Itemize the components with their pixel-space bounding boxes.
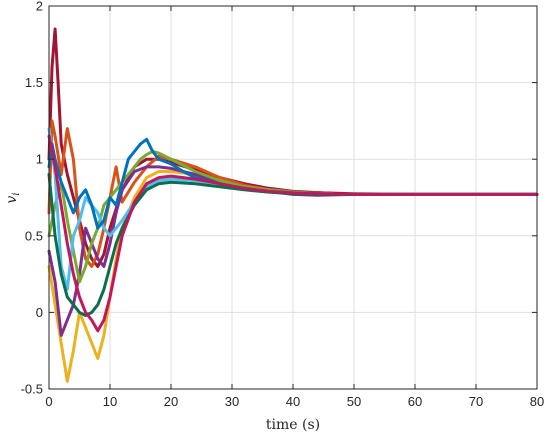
y-axis-label-sub: i bbox=[11, 192, 22, 195]
x-tick-label: 70 bbox=[469, 394, 483, 409]
y-tick-label: 0.5 bbox=[25, 228, 43, 243]
x-tick-label: 80 bbox=[530, 394, 544, 409]
x-tick-label: 40 bbox=[286, 394, 300, 409]
x-tick-label: 10 bbox=[103, 394, 117, 409]
x-tick-label: 30 bbox=[225, 394, 239, 409]
grid bbox=[49, 6, 537, 389]
x-tick-label: 60 bbox=[408, 394, 422, 409]
x-tick-label: 20 bbox=[164, 394, 178, 409]
y-ticks: -0.5 0 0.5 1 1.5 2 bbox=[21, 0, 537, 397]
x-tick-label: 50 bbox=[347, 394, 361, 409]
y-tick-label: 0 bbox=[36, 305, 43, 320]
y-axis-label-base: v bbox=[4, 196, 20, 204]
x-axis-label: time (s) bbox=[266, 417, 320, 433]
y-tick-label: 1.5 bbox=[25, 75, 43, 90]
x-ticks: 0 10 20 30 40 50 60 70 80 bbox=[45, 6, 544, 409]
y-tick-label: 1 bbox=[36, 152, 43, 167]
x-tick-label: 0 bbox=[45, 394, 52, 409]
y-tick-label: 2 bbox=[36, 0, 43, 14]
y-tick-label: -0.5 bbox=[21, 382, 43, 397]
series-group bbox=[47, 27, 539, 383]
y-axis-label: vi bbox=[4, 192, 22, 203]
series-line-9 bbox=[47, 134, 539, 333]
